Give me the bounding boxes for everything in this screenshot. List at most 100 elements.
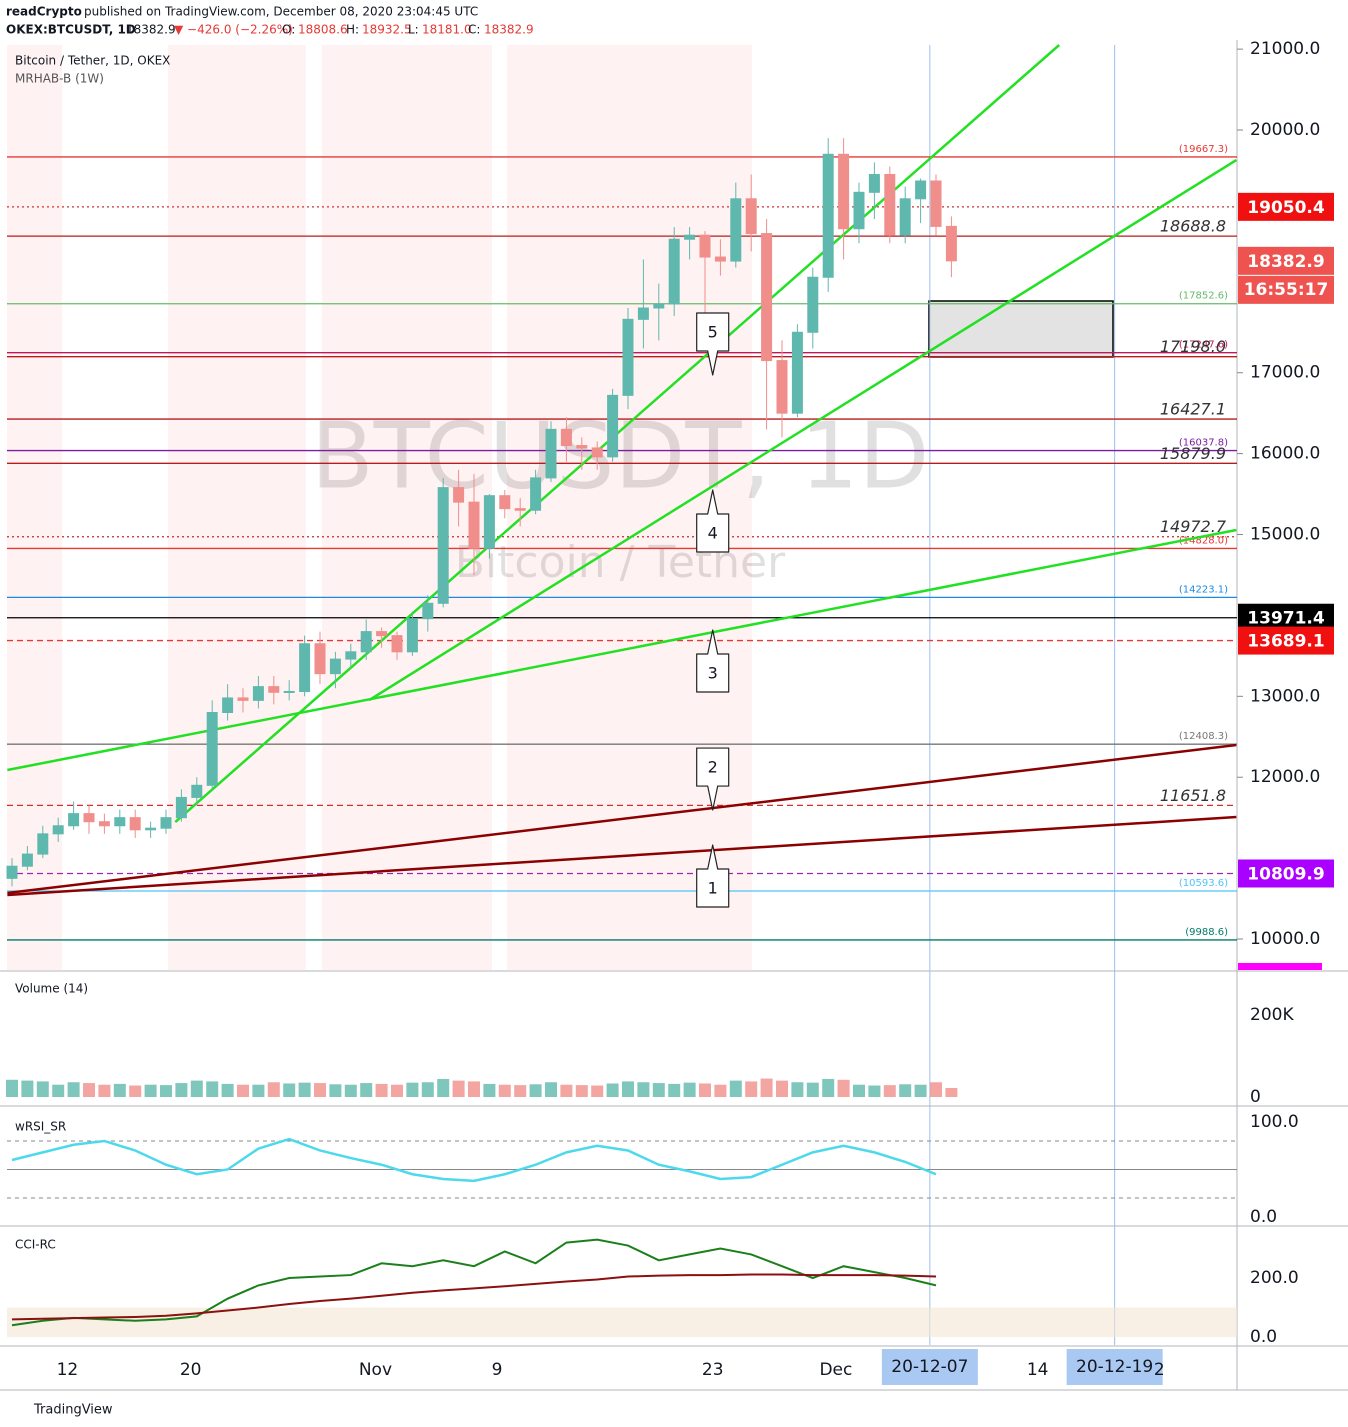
volume-bar bbox=[760, 1078, 773, 1098]
y-tick-label: 12000.0 bbox=[1250, 767, 1320, 787]
wave-label: 5 bbox=[708, 322, 718, 341]
candle-body bbox=[252, 686, 264, 701]
candle-body bbox=[406, 618, 418, 653]
marker-box bbox=[881, 1349, 978, 1385]
y-tick-label: 20000.0 bbox=[1250, 120, 1320, 140]
volume-bar bbox=[729, 1080, 742, 1098]
volume-bar bbox=[468, 1081, 480, 1098]
wave-label: 4 bbox=[708, 524, 718, 543]
price-badge bbox=[1238, 626, 1334, 655]
wrsi-line bbox=[11, 1137, 937, 1183]
candle-body bbox=[699, 234, 711, 258]
candle-body bbox=[684, 234, 696, 240]
level-label: (17852.6) bbox=[1179, 291, 1228, 302]
level-label: (10593.6) bbox=[1179, 878, 1228, 889]
frame bbox=[0, 40, 1348, 1391]
author: readCrypto bbox=[6, 5, 82, 19]
cci-line bbox=[11, 1238, 937, 1327]
candle-body bbox=[98, 821, 110, 827]
candle-body bbox=[930, 180, 942, 227]
wave-callout bbox=[696, 312, 730, 376]
x-tick-label: 23 bbox=[702, 1360, 724, 1380]
x-tick-label: 20 bbox=[180, 1360, 202, 1380]
price-badge bbox=[1238, 246, 1334, 275]
volume-bar bbox=[806, 1082, 819, 1098]
candle-body bbox=[945, 225, 957, 262]
volume-bar bbox=[221, 1083, 234, 1098]
candle-body bbox=[314, 643, 326, 675]
y-tick-label: 13000.0 bbox=[1250, 686, 1320, 706]
candle-body bbox=[791, 331, 803, 414]
volume-bar bbox=[21, 1080, 34, 1098]
volume-bar bbox=[329, 1084, 342, 1098]
candle-body bbox=[129, 817, 141, 831]
candle-body bbox=[653, 303, 665, 309]
candle-body bbox=[52, 825, 64, 835]
candle-body bbox=[560, 428, 572, 447]
pane-marker bbox=[1238, 963, 1322, 970]
h: 18932.5 bbox=[362, 23, 412, 37]
volume-bar bbox=[606, 1083, 619, 1098]
candle-body bbox=[853, 191, 865, 230]
volume-bar bbox=[683, 1082, 696, 1098]
candle-body bbox=[668, 238, 680, 305]
l-label: L: bbox=[408, 23, 419, 37]
candle-body bbox=[483, 495, 495, 549]
trendline bbox=[368, 158, 1237, 702]
volume-bar bbox=[714, 1084, 727, 1098]
volume-title: Volume (14) bbox=[15, 982, 88, 996]
wave-callout bbox=[696, 489, 730, 553]
x-tick-label: 9 bbox=[492, 1360, 503, 1380]
x-tick-label: 2 bbox=[1154, 1360, 1165, 1380]
y-tick-label: 10000.0 bbox=[1250, 929, 1320, 949]
level-label: (17247.6) bbox=[1179, 340, 1228, 351]
volume-bar bbox=[529, 1084, 542, 1098]
volume-bar bbox=[113, 1083, 126, 1098]
watermark: BTCUSDT, 1D bbox=[311, 402, 930, 509]
volume-bar bbox=[837, 1079, 850, 1098]
price-badge-label: 13971.4 bbox=[1247, 609, 1325, 629]
published: published on TradingView.com, December 0… bbox=[84, 5, 478, 19]
candle-body bbox=[899, 198, 911, 236]
volume-bar bbox=[298, 1082, 311, 1098]
x-tick-label: Nov bbox=[359, 1360, 392, 1380]
volume-bar bbox=[252, 1084, 265, 1098]
candle-body bbox=[545, 428, 557, 479]
volume-bar bbox=[406, 1082, 419, 1098]
legend: Bitcoin / Tether, 1D, OKEX bbox=[15, 54, 170, 68]
candle-body bbox=[730, 198, 742, 262]
volume-bar bbox=[190, 1080, 203, 1098]
c-label: C: bbox=[468, 23, 480, 37]
candle-body bbox=[607, 394, 619, 458]
last: 18382.9 bbox=[126, 23, 176, 37]
candle-body bbox=[68, 813, 80, 827]
x-tick-label: 12 bbox=[57, 1360, 79, 1380]
zone-box bbox=[928, 300, 1114, 358]
candle-body bbox=[776, 360, 788, 414]
candle-body bbox=[145, 827, 157, 831]
candle-body bbox=[514, 508, 526, 511]
marker-label: 20-12-19 bbox=[1076, 1357, 1153, 1377]
candle-body bbox=[915, 180, 927, 200]
marker-box bbox=[1066, 1349, 1163, 1385]
candle-body bbox=[391, 635, 403, 653]
volume-bar bbox=[637, 1082, 650, 1098]
candle-body bbox=[422, 602, 434, 620]
volume-bar bbox=[452, 1080, 465, 1098]
o: 18808.6 bbox=[298, 23, 348, 37]
candle-body bbox=[884, 174, 896, 236]
y-tick-label: 17000.0 bbox=[1250, 363, 1320, 383]
wave-label: 1 bbox=[708, 879, 718, 898]
candle-body bbox=[237, 697, 249, 701]
volume-bar bbox=[206, 1081, 219, 1098]
volume-bar bbox=[514, 1085, 527, 1098]
volume-bar bbox=[129, 1085, 142, 1098]
candle-body bbox=[114, 817, 126, 827]
volume-bar bbox=[375, 1083, 388, 1098]
wave-label: 2 bbox=[708, 758, 718, 777]
c: 18382.9 bbox=[484, 23, 534, 37]
candle-body bbox=[283, 690, 295, 693]
level-label: 14972.7 bbox=[1160, 517, 1227, 536]
candle-body bbox=[299, 643, 311, 692]
